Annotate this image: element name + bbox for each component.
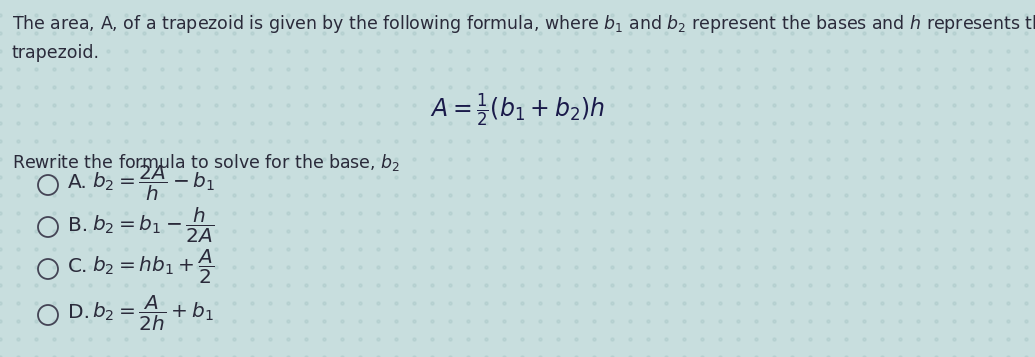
Text: $b_2 = b_1 - \dfrac{h}{2A}$: $b_2 = b_1 - \dfrac{h}{2A}$ [92, 205, 214, 245]
Text: $A = \frac{1}{2}(b_1 + b_2)h$: $A = \frac{1}{2}(b_1 + b_2)h$ [430, 92, 605, 129]
Text: A.: A. [68, 174, 88, 192]
Text: $b_2 = hb_1 + \dfrac{A}{2}$: $b_2 = hb_1 + \dfrac{A}{2}$ [92, 248, 214, 286]
Text: B.: B. [68, 216, 88, 235]
Text: D.: D. [68, 303, 90, 322]
Text: trapezoid.: trapezoid. [12, 44, 100, 62]
Text: Rewrite the formula to solve for the base, $b_2$: Rewrite the formula to solve for the bas… [12, 152, 401, 173]
Text: The area, A, of a trapezoid is given by the following formula, where $b_1$ and $: The area, A, of a trapezoid is given by … [12, 13, 1035, 35]
Text: $b_2 = \dfrac{A}{2h} + b_1$: $b_2 = \dfrac{A}{2h} + b_1$ [92, 293, 214, 333]
Text: $b_2 = \dfrac{2A}{h} - b_1$: $b_2 = \dfrac{2A}{h} - b_1$ [92, 164, 215, 203]
Text: C.: C. [68, 257, 88, 277]
